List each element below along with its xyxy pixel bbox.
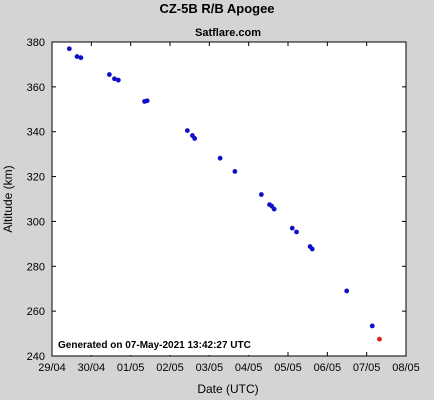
generated-annotation: Generated on 07-May-2021 13:42:27 UTC — [58, 340, 251, 351]
x-tick-label: 08/05 — [392, 362, 420, 374]
x-tick-label: 03/05 — [196, 362, 224, 374]
apogee-point — [192, 136, 198, 141]
data-points — [66, 46, 382, 342]
apogee-point — [144, 98, 150, 104]
y-tick-label: 380 — [27, 37, 45, 49]
apogee-point — [344, 288, 350, 294]
y-tick-label: 280 — [27, 261, 45, 273]
y-axis-label: Altitude (km) — [1, 165, 15, 232]
x-tick-label: 02/05 — [156, 362, 184, 374]
apogee-point — [106, 72, 112, 77]
apogee-point — [294, 229, 299, 235]
x-tick-label: 01/05 — [117, 362, 145, 374]
x-tick-label: 07/05 — [353, 362, 381, 374]
y-tick-label: 240 — [27, 351, 45, 363]
apogee-point — [289, 225, 295, 231]
x-tick-label: 06/05 — [314, 362, 342, 374]
apogee-point — [184, 128, 190, 133]
x-tick-label: 05/05 — [274, 362, 302, 374]
chart-title: CZ-5B R/B Apogee — [159, 1, 274, 16]
apogee-point — [74, 54, 80, 59]
apogee-point — [112, 76, 117, 82]
x-tick-label: 29/04 — [38, 362, 66, 374]
y-axis: 240 260 280 300 320 340 360 380 — [27, 37, 406, 363]
x-tick-label: 30/04 — [78, 362, 106, 374]
plot-area — [51, 41, 407, 357]
annotation-box — [53, 333, 260, 355]
apogee-point — [271, 206, 277, 212]
x-axis-label: Date (UTC) — [197, 382, 258, 396]
apogee-point — [369, 323, 375, 329]
apogee-point — [258, 192, 264, 197]
y-tick-label: 260 — [27, 306, 45, 318]
apogee-point — [66, 46, 72, 52]
y-tick-label: 320 — [27, 172, 45, 184]
apogee-point — [115, 77, 121, 83]
apogee-point — [232, 169, 238, 174]
latest-apogee-point — [377, 336, 382, 342]
y-tick-label: 360 — [27, 82, 45, 94]
x-tick-label: 04/05 — [235, 362, 263, 374]
apogee-point — [217, 155, 223, 161]
chart-subtitle: Satflare.com — [195, 27, 261, 39]
y-tick-label: 340 — [27, 127, 45, 139]
apogee-point — [78, 55, 84, 61]
x-axis: 29/04 30/04 01/05 02/05 03/05 04/05 05/05 06/05… — [38, 42, 420, 374]
y-tick-label: 300 — [27, 216, 45, 228]
apogee-point — [309, 246, 315, 252]
